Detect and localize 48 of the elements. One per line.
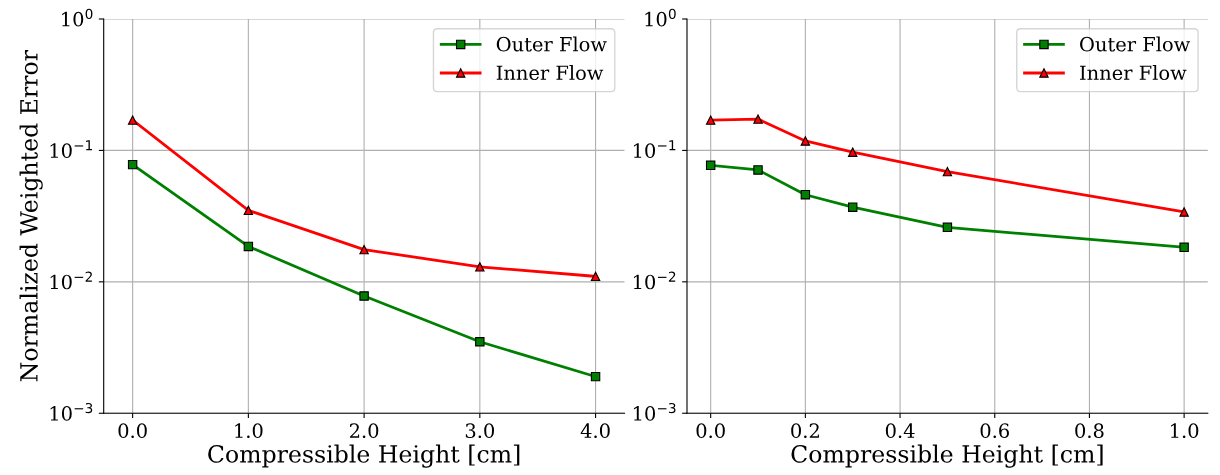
point [800, 190, 811, 200]
point [942, 166, 953, 177]
y-tick-label: 10$^{0}$ [645, 8, 676, 27]
x-tick-label: 0.2 [791, 423, 819, 439]
x-tick-label: 0.4 [885, 423, 915, 439]
y-tick-label: 10$^{−2}$ [633, 271, 676, 290]
y-tick-label: 10$^{−3}$ [633, 402, 676, 421]
legend-label: Outer Flow [1080, 36, 1191, 52]
x-tick-label: 0.0 [118, 423, 147, 439]
x-tick-label: 0.6 [980, 423, 1009, 439]
point [475, 337, 485, 347]
x-tick-label: 0.0 [696, 423, 725, 439]
x-tick-label: 1.0 [1171, 423, 1199, 439]
point [359, 291, 369, 301]
point [243, 241, 254, 252]
y-tick-label: 10$^{0}$ [62, 8, 93, 27]
point [705, 160, 716, 171]
y-tick-label: 10$^{−2}$ [50, 271, 92, 290]
x-axis-title: Compressible Height [cm] [791, 444, 1103, 468]
point [942, 222, 953, 233]
point [1179, 242, 1189, 253]
point [705, 115, 716, 125]
point [1179, 207, 1189, 217]
point [753, 165, 763, 175]
x-tick-label: 1.0 [235, 423, 263, 439]
point [847, 202, 858, 212]
point [243, 205, 254, 216]
x-axis-title: Compressible Height [cm] [208, 444, 520, 468]
point [359, 244, 369, 255]
point [590, 271, 601, 282]
legend-label: Inner Flow [496, 65, 604, 81]
point [590, 371, 601, 382]
point [847, 147, 858, 157]
legend-label: Outer Flow [496, 36, 607, 52]
y-tick-label: 10$^{−1}$ [50, 140, 93, 158]
y-tick-label: 10$^{−3}$ [50, 402, 93, 421]
point [127, 159, 138, 170]
point [800, 136, 811, 146]
x-tick-label: 3.0 [465, 423, 495, 439]
y-tick-label: 10$^{−1}$ [633, 140, 676, 158]
x-tick-label: 0.8 [1075, 423, 1104, 439]
y-axis-title: Normalized Weighted Error [19, 49, 43, 382]
point [475, 262, 485, 272]
legend-label: Inner Flow [1080, 65, 1187, 81]
point [127, 115, 138, 125]
x-tick-label: 2.0 [349, 423, 379, 439]
point [753, 114, 763, 124]
x-tick-label: 4.0 [580, 423, 610, 439]
